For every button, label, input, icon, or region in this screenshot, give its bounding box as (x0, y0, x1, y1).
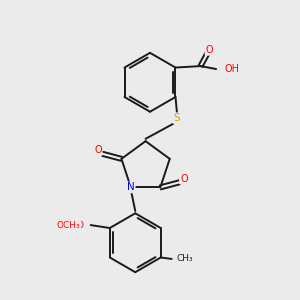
Text: N: N (127, 182, 135, 192)
Text: O: O (77, 220, 84, 230)
Text: CH₃: CH₃ (177, 254, 194, 263)
Text: O: O (180, 174, 188, 184)
Text: OCH₃: OCH₃ (57, 220, 80, 230)
Text: O: O (206, 45, 213, 55)
Text: S: S (174, 113, 180, 123)
Text: OH: OH (225, 64, 240, 74)
Text: O: O (94, 145, 102, 155)
